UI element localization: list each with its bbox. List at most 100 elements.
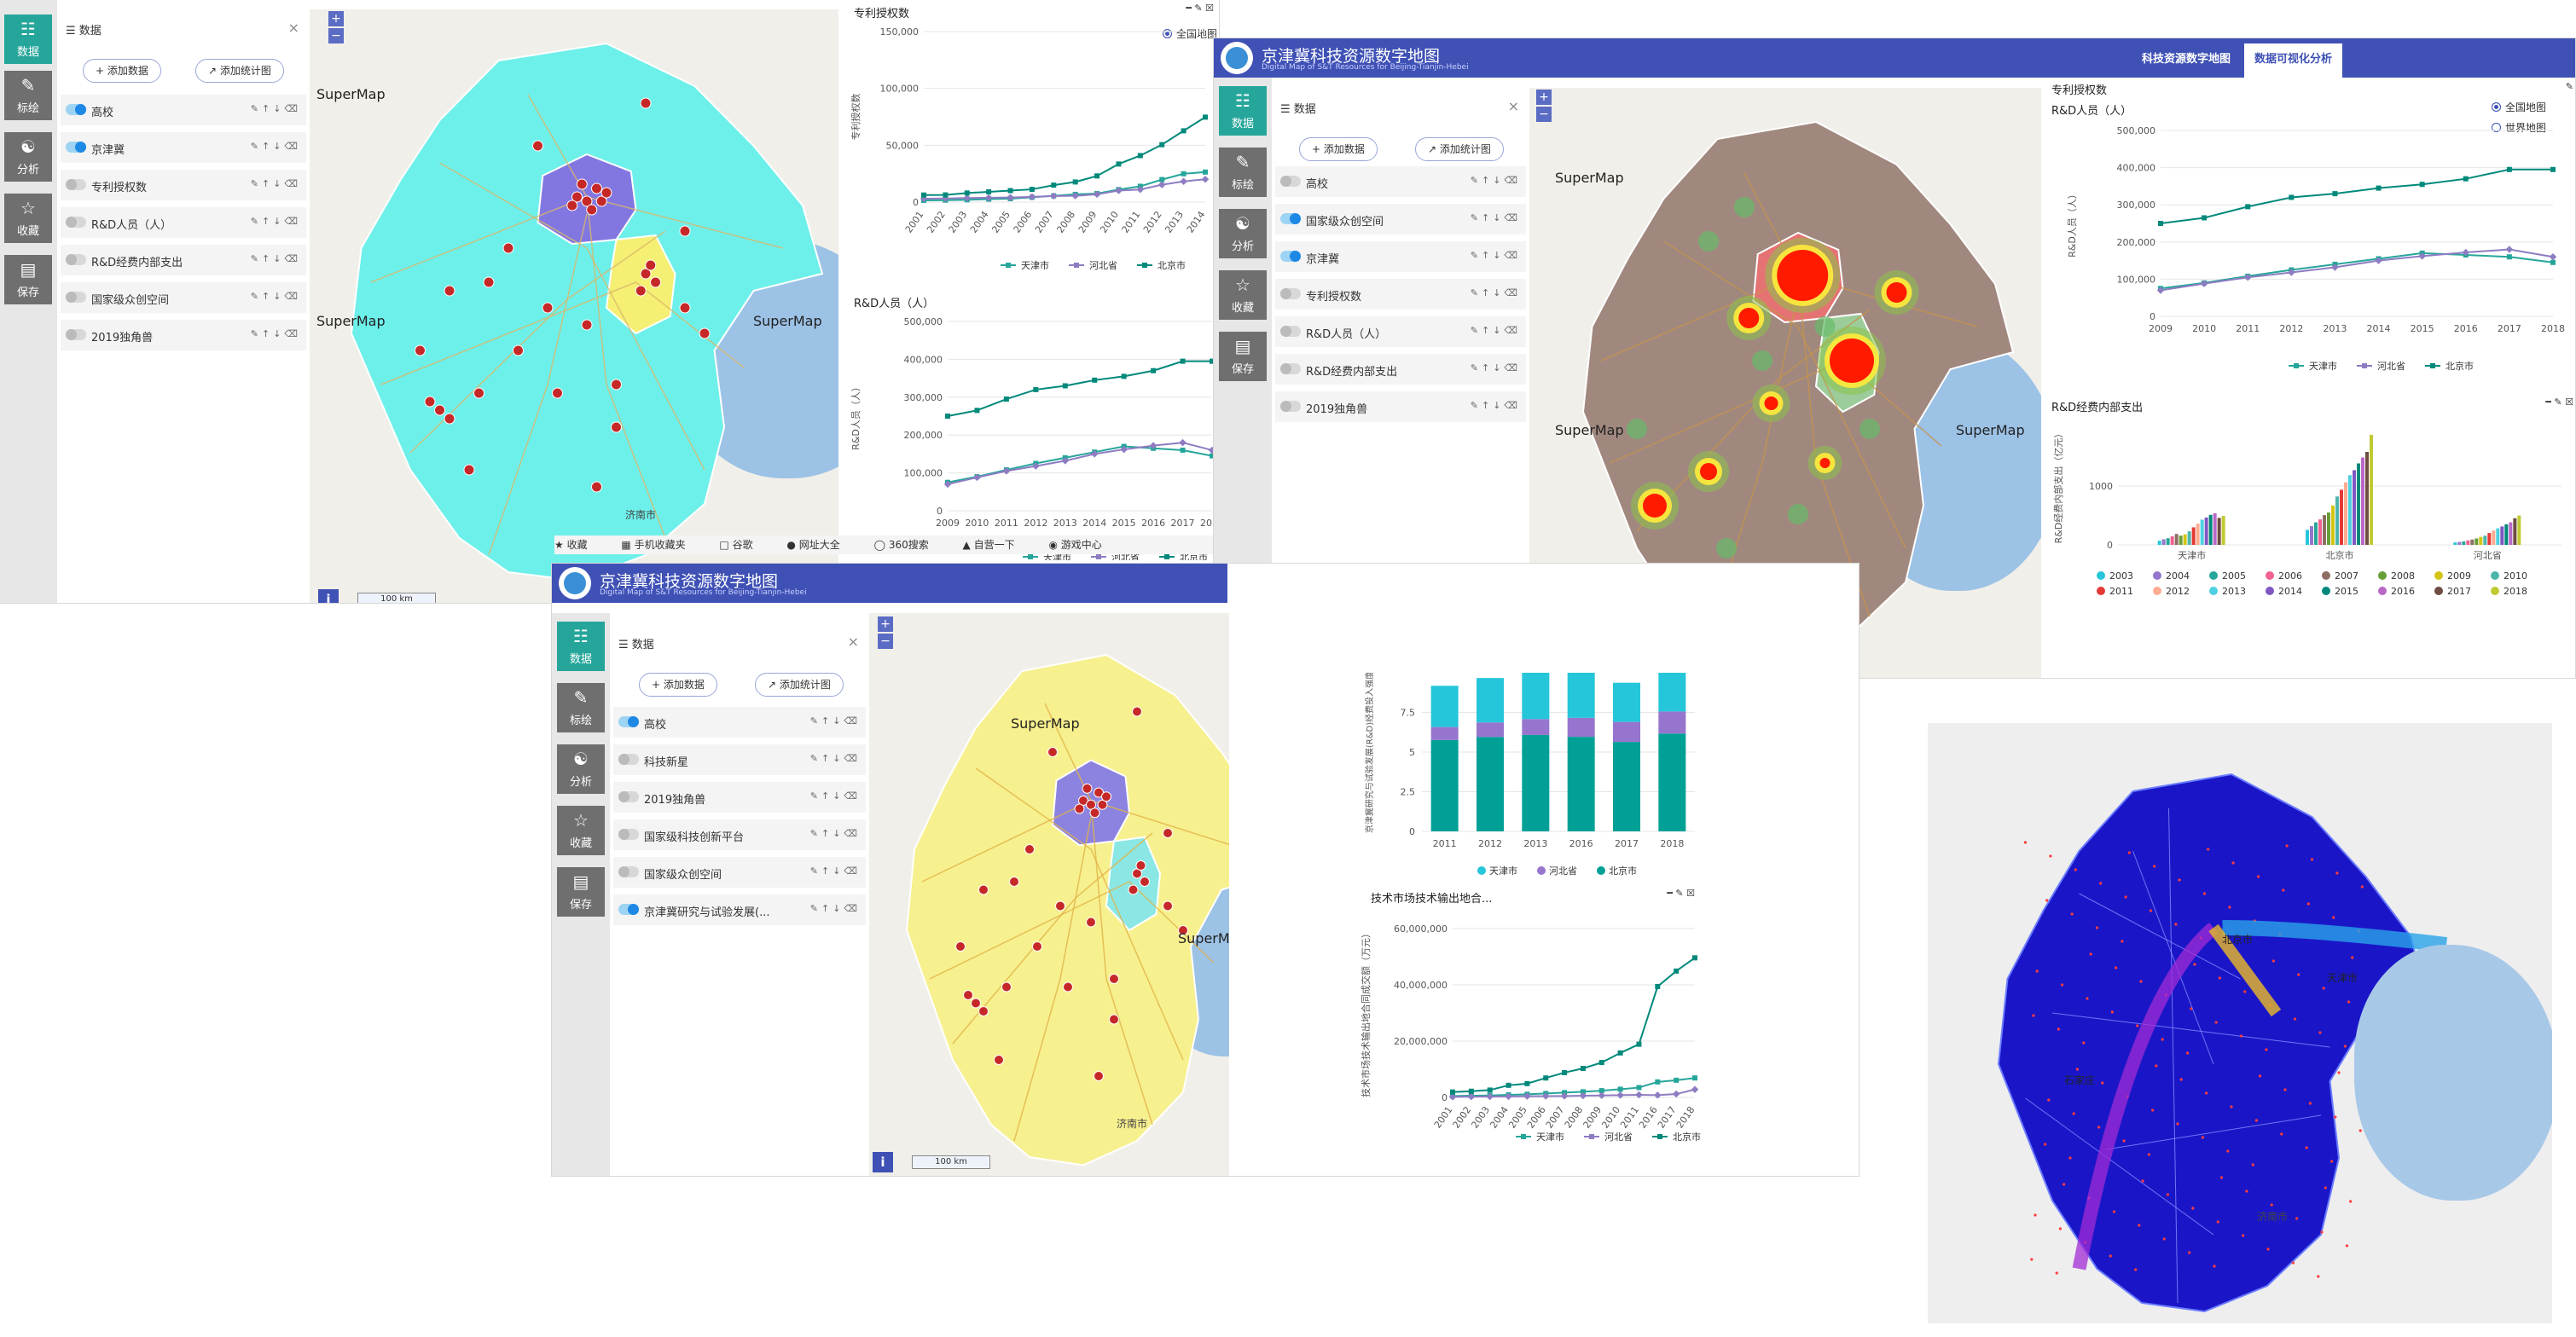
- layer-item[interactable]: 高校 ✎↑↓⌫: [61, 95, 306, 126]
- layer-toggle[interactable]: [618, 754, 639, 765]
- zoom-in-button[interactable]: +: [1536, 90, 1552, 105]
- flow-map-window[interactable]: 北京市 天津市 石家庄 济南市: [1928, 723, 2552, 1323]
- layer-toggle[interactable]: [66, 254, 86, 265]
- rail-save-button[interactable]: ▤ 保存: [4, 255, 52, 304]
- rail-favorite-button[interactable]: ☆ 收藏: [1219, 270, 1267, 320]
- layer-actions[interactable]: ✎↑↓⌫: [809, 790, 861, 802]
- rail-plot-button[interactable]: ✎ 标绘: [557, 683, 605, 732]
- layer-toggle[interactable]: [1280, 251, 1301, 262]
- rail-plot-button[interactable]: ✎ 标绘: [1219, 148, 1267, 197]
- add-data-button[interactable]: + 添加数据: [1299, 137, 1378, 161]
- layer-actions[interactable]: ✎↑↓⌫: [809, 715, 861, 726]
- chart-tools[interactable]: ━ ✎ ☒: [1186, 3, 1214, 14]
- bookmark-item[interactable]: □ 谷歌: [719, 539, 753, 551]
- layer-toggle[interactable]: [66, 142, 86, 153]
- bookmark-item[interactable]: ▦ 手机收藏夹: [621, 539, 686, 551]
- info-button[interactable]: i: [318, 589, 339, 603]
- rail-analysis-button[interactable]: ☯ 分析: [4, 132, 52, 182]
- layer-toggle[interactable]: [1280, 213, 1301, 224]
- layer-actions[interactable]: ✎↑↓⌫: [1470, 175, 1521, 186]
- layer-toggle[interactable]: [618, 791, 639, 802]
- layer-item[interactable]: 专利授权数 ✎↑↓⌫: [1275, 279, 1526, 310]
- layer-item[interactable]: 国家级众创空间 ✎↑↓⌫: [61, 282, 306, 314]
- layer-actions[interactable]: ✎↑↓⌫: [250, 328, 301, 339]
- rail-favorite-button[interactable]: ☆ 收藏: [4, 194, 52, 243]
- layer-actions[interactable]: ✎↑↓⌫: [809, 828, 861, 839]
- rail-data-button[interactable]: ☷ 数据: [557, 622, 605, 671]
- add-chart-button[interactable]: ↗ 添加统计图: [1415, 137, 1504, 161]
- close-icon[interactable]: ×: [1507, 98, 1519, 114]
- close-icon[interactable]: ×: [847, 634, 859, 650]
- layer-actions[interactable]: ✎↑↓⌫: [250, 216, 301, 227]
- layer-toggle[interactable]: [618, 829, 639, 840]
- layer-actions[interactable]: ✎↑↓⌫: [809, 753, 861, 764]
- layer-toggle[interactable]: [66, 217, 86, 228]
- layer-actions[interactable]: ✎↑↓⌫: [809, 903, 861, 914]
- layer-item[interactable]: R&D人员（人） ✎↑↓⌫: [1275, 316, 1526, 348]
- layer-actions[interactable]: ✎↑↓⌫: [809, 865, 861, 877]
- layer-toggle[interactable]: [1280, 401, 1301, 412]
- layer-item[interactable]: 国家级科技创新平台 ✎↑↓⌫: [613, 819, 866, 851]
- rail-save-button[interactable]: ▤ 保存: [1219, 332, 1267, 381]
- layer-actions[interactable]: ✎↑↓⌫: [250, 253, 301, 264]
- layer-actions[interactable]: ✎↑↓⌫: [1470, 212, 1521, 223]
- layer-toggle[interactable]: [618, 716, 639, 727]
- layer-actions[interactable]: ✎↑↓⌫: [250, 178, 301, 189]
- layer-item[interactable]: 2019独角兽 ✎↑↓⌫: [1275, 391, 1526, 423]
- rail-plot-button[interactable]: ✎ 标绘: [4, 71, 52, 120]
- add-data-button[interactable]: + 添加数据: [639, 673, 717, 697]
- layer-item[interactable]: R&D经费内部支出 ✎↑↓⌫: [1275, 354, 1526, 385]
- rail-analysis-button[interactable]: ☯ 分析: [557, 744, 605, 794]
- zoom-out-button[interactable]: −: [328, 28, 344, 43]
- chart-tools[interactable]: ━ ✎ ☒: [2545, 396, 2573, 408]
- zoom-out-button[interactable]: −: [1536, 107, 1552, 122]
- chart-tools[interactable]: ━ ✎ ☒: [1667, 888, 1695, 899]
- layer-item[interactable]: 国家级众创空间 ✎↑↓⌫: [1275, 204, 1526, 235]
- layer-toggle[interactable]: [618, 866, 639, 877]
- layer-item[interactable]: 2019独角兽 ✎↑↓⌫: [613, 782, 866, 813]
- layer-item[interactable]: 高校 ✎↑↓⌫: [1275, 166, 1526, 198]
- layer-actions[interactable]: ✎↑↓⌫: [1470, 250, 1521, 261]
- zoom-in-button[interactable]: +: [328, 11, 344, 26]
- rail-favorite-button[interactable]: ☆ 收藏: [557, 806, 605, 855]
- bookmark-item[interactable]: ◯ 360搜索: [873, 539, 929, 551]
- bookmark-item[interactable]: ★ 收藏: [554, 539, 588, 551]
- tab-digital-map[interactable]: 科技资源数字地图: [2142, 53, 2231, 66]
- layer-actions[interactable]: ✎↑↓⌫: [1470, 400, 1521, 411]
- layer-actions[interactable]: ✎↑↓⌫: [1470, 325, 1521, 336]
- info-button[interactable]: i: [873, 1152, 893, 1172]
- layer-item[interactable]: 专利授权数 ✎↑↓⌫: [61, 170, 306, 201]
- layer-item[interactable]: 京津冀 ✎↑↓⌫: [1275, 241, 1526, 273]
- layer-actions[interactable]: ✎↑↓⌫: [1470, 287, 1521, 298]
- add-chart-button[interactable]: ↗ 添加统计图: [755, 673, 844, 697]
- layer-item[interactable]: 2019独角兽 ✎↑↓⌫: [61, 320, 306, 351]
- map-view[interactable]: SuperMap SuperMap SuperMap 济南市 + − i 100…: [310, 9, 838, 603]
- add-data-button[interactable]: + 添加数据: [83, 59, 161, 83]
- layer-toggle[interactable]: [66, 104, 86, 115]
- layer-item[interactable]: R&D人员（人） ✎↑↓⌫: [61, 207, 306, 239]
- layer-toggle[interactable]: [66, 329, 86, 340]
- layer-toggle[interactable]: [1280, 363, 1301, 374]
- layer-item[interactable]: R&D经费内部支出 ✎↑↓⌫: [61, 245, 306, 276]
- layer-actions[interactable]: ✎↑↓⌫: [250, 291, 301, 302]
- tab-visual-analysis[interactable]: 数据可视化分析: [2244, 43, 2343, 78]
- chart-tools[interactable]: ✎: [2565, 81, 2573, 92]
- layer-item[interactable]: 国家级众创空间 ✎↑↓⌫: [613, 857, 866, 888]
- rail-data-button[interactable]: ☷ 数据: [4, 14, 52, 64]
- layer-actions[interactable]: ✎↑↓⌫: [250, 103, 301, 114]
- bookmark-item[interactable]: ◉ 游戏中心: [1048, 539, 1102, 551]
- map-view[interactable]: SuperMap SuperMap 济南市 + − i 100 km: [869, 613, 1229, 1176]
- rail-save-button[interactable]: ▤ 保存: [557, 867, 605, 917]
- zoom-out-button[interactable]: −: [878, 634, 893, 649]
- layer-actions[interactable]: ✎↑↓⌫: [250, 141, 301, 152]
- layer-toggle[interactable]: [66, 179, 86, 190]
- add-chart-button[interactable]: ↗ 添加统计图: [195, 59, 284, 83]
- layer-toggle[interactable]: [66, 292, 86, 303]
- bookmark-item[interactable]: ▲ 自营一下: [962, 539, 1015, 551]
- close-icon[interactable]: ×: [287, 20, 299, 36]
- layer-item[interactable]: 高校 ✎↑↓⌫: [613, 707, 866, 738]
- bookmark-item[interactable]: ● 网址大全: [786, 539, 840, 551]
- zoom-in-button[interactable]: +: [878, 616, 893, 632]
- layer-item[interactable]: 京津冀研究与试验发展(... ✎↑↓⌫: [613, 894, 866, 926]
- layer-toggle[interactable]: [618, 904, 639, 915]
